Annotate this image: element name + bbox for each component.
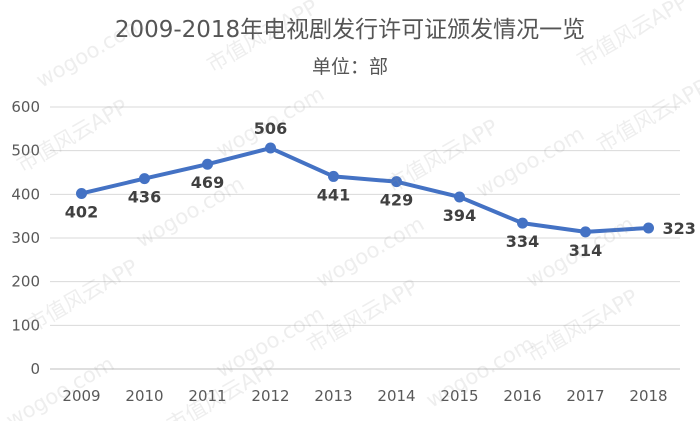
data-point	[580, 226, 591, 238]
data-label: 429	[380, 191, 413, 210]
data-label: 441	[317, 185, 350, 204]
data-label: 323	[663, 219, 696, 238]
x-tick-label: 2010	[125, 387, 163, 405]
x-tick-label: 2014	[377, 387, 415, 405]
data-point	[139, 173, 150, 185]
x-tick-label: 2011	[188, 387, 226, 405]
x-tick-label: 2016	[503, 387, 541, 405]
data-label: 394	[443, 206, 476, 225]
x-tick-label: 2018	[629, 387, 667, 405]
y-tick-label: 600	[11, 98, 40, 116]
x-tick-label: 2017	[566, 387, 604, 405]
x-tick-label: 2013	[314, 387, 352, 405]
y-tick-label: 300	[11, 229, 40, 247]
y-tick-label: 400	[11, 185, 40, 203]
data-point	[643, 222, 654, 234]
x-tick-label: 2012	[251, 387, 289, 405]
data-label: 469	[191, 173, 224, 192]
data-point	[76, 187, 87, 199]
data-label: 506	[254, 119, 287, 138]
x-tick-label: 2009	[62, 387, 100, 405]
y-tick-label: 0	[30, 360, 40, 378]
data-label: 314	[569, 241, 602, 260]
data-label: 436	[128, 188, 161, 207]
data-label: 402	[65, 202, 98, 221]
series-line	[79, 146, 651, 234]
y-tick-label: 500	[11, 142, 40, 160]
data-point	[391, 176, 402, 188]
data-point	[202, 158, 213, 170]
chart-title: 2009-2018年电视剧发行许可证颁发情况一览	[114, 17, 586, 43]
data-label: 334	[506, 232, 539, 251]
x-tick-label: 2015	[440, 387, 478, 405]
y-tick-label: 100	[11, 316, 40, 334]
data-point	[517, 217, 528, 229]
data-point	[265, 142, 276, 154]
data-point	[328, 170, 339, 182]
y-tick-label: 200	[11, 273, 40, 291]
data-point	[454, 191, 465, 203]
chart-subtitle: 单位：部	[311, 56, 388, 78]
